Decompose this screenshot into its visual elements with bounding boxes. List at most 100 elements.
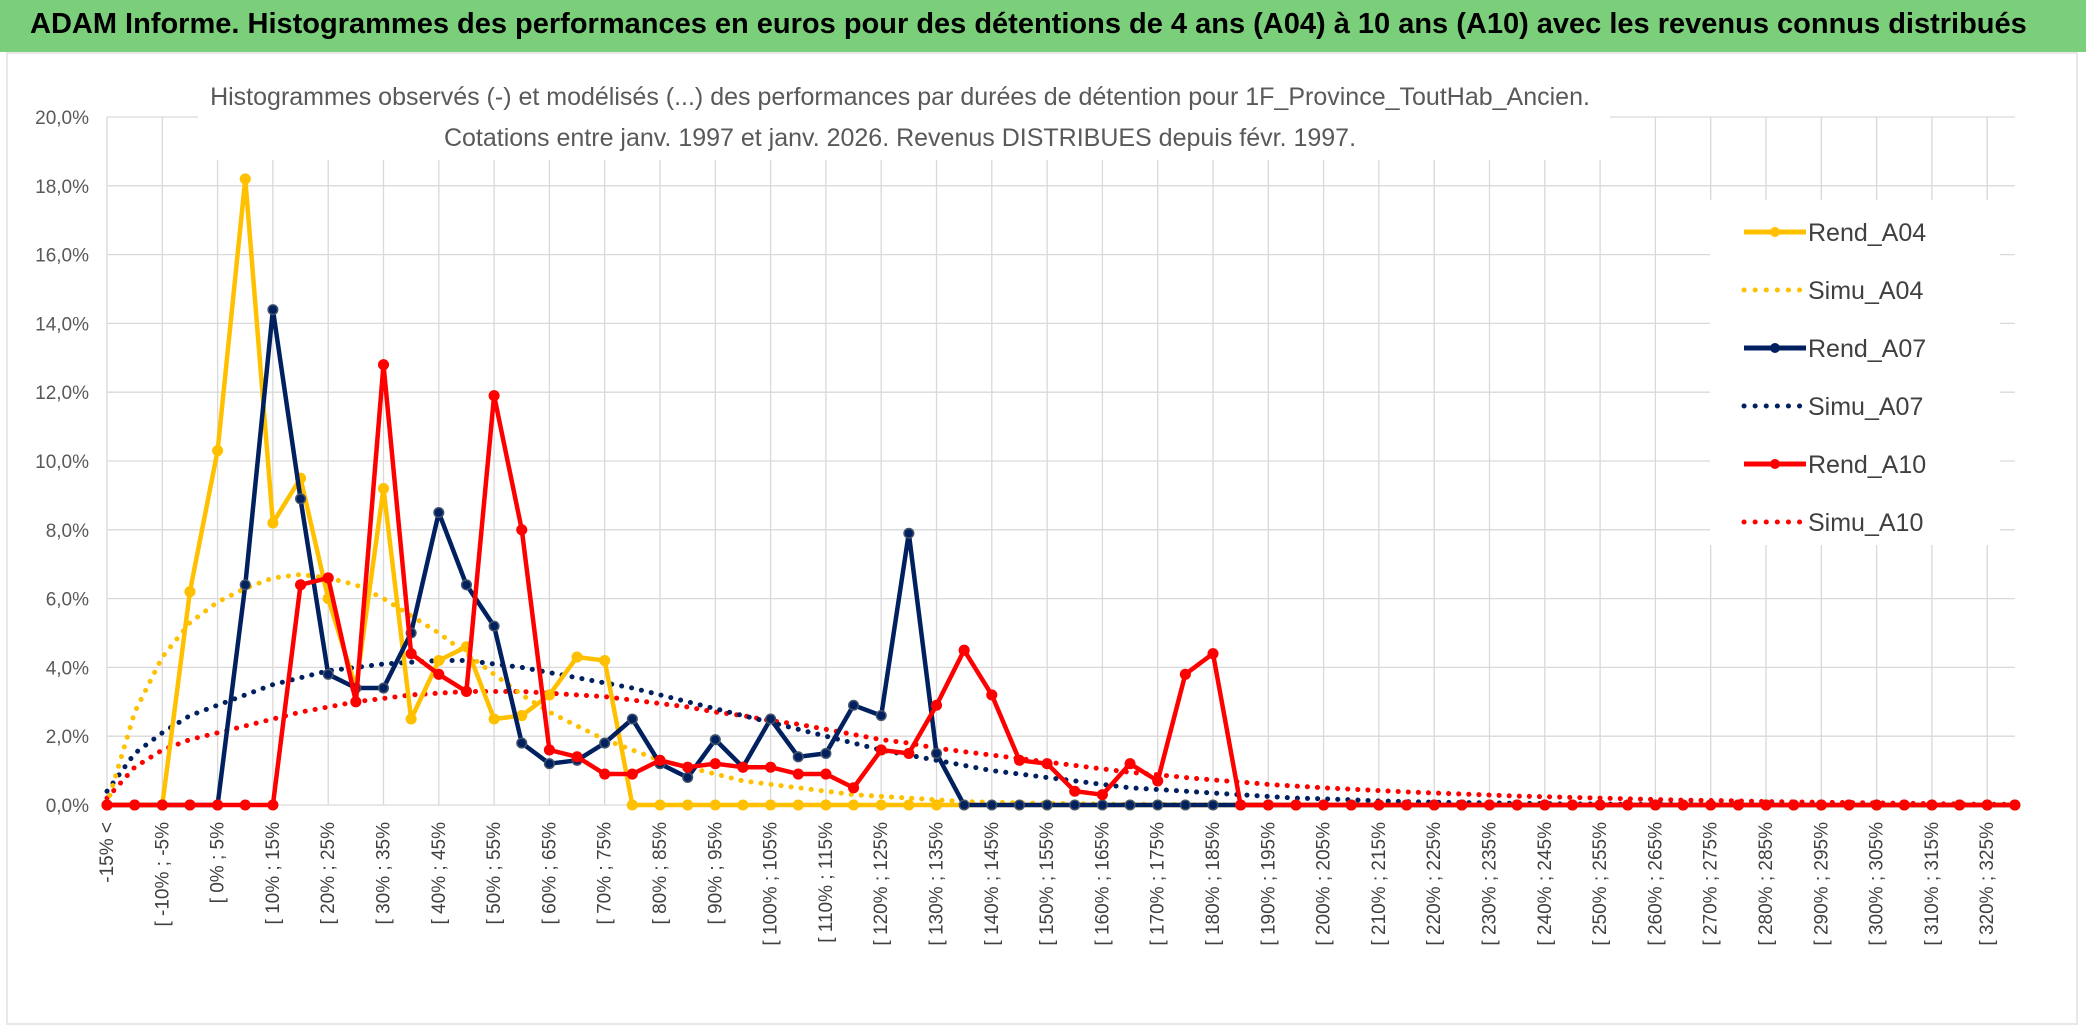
marker-rend-a04 bbox=[848, 799, 860, 811]
x-tick-label: [ 70% ; 75% bbox=[595, 822, 616, 925]
marker-rend-a04 bbox=[709, 799, 721, 811]
marker-rend-a07 bbox=[820, 747, 832, 759]
chart-frame bbox=[6, 52, 2078, 1025]
marker-rend-a10 bbox=[1262, 799, 1274, 811]
x-tick-label: [ 260% ; 265% bbox=[1645, 822, 1666, 946]
marker-rend-a10 bbox=[2009, 799, 2021, 811]
marker-rend-a10 bbox=[1926, 799, 1938, 811]
y-tick-label: 8,0% bbox=[46, 521, 89, 542]
legend-label: Rend_A07 bbox=[1808, 335, 1926, 363]
x-tick-label: [ 170% ; 175% bbox=[1148, 822, 1169, 946]
y-tick-label: 12,0% bbox=[35, 383, 89, 404]
marker-rend-a10 bbox=[1732, 799, 1744, 811]
marker-rend-a07 bbox=[709, 734, 721, 746]
x-tick-label: [ 160% ; 165% bbox=[1092, 822, 1113, 946]
x-tick-label: [ 300% ; 305% bbox=[1867, 822, 1888, 946]
legend-label: Rend_A10 bbox=[1808, 451, 1926, 479]
marker-rend-a10 bbox=[350, 696, 362, 708]
marker-rend-a07 bbox=[958, 799, 970, 811]
x-tick-label: [ 290% ; 295% bbox=[1811, 822, 1832, 946]
marker-rend-a10 bbox=[488, 390, 500, 402]
marker-rend-a10 bbox=[1345, 799, 1357, 811]
marker-rend-a10 bbox=[1843, 799, 1855, 811]
series-layer bbox=[101, 173, 2021, 811]
marker-rend-a10 bbox=[129, 799, 141, 811]
marker-rend-a10 bbox=[156, 799, 168, 811]
x-tick-label: [ 40% ; 45% bbox=[429, 822, 450, 925]
marker-rend-a07 bbox=[682, 771, 694, 784]
x-tick-label: [ 0% ; 5% bbox=[208, 822, 229, 903]
marker-rend-a10 bbox=[1290, 799, 1302, 811]
x-tick-label: [ 180% ; 185% bbox=[1203, 822, 1224, 946]
marker-rend-a10 bbox=[516, 524, 528, 536]
marker-rend-a10 bbox=[1566, 799, 1578, 811]
x-tick-label: [ 220% ; 225% bbox=[1424, 822, 1445, 946]
marker-rend-a10 bbox=[1705, 799, 1717, 811]
marker-rend-a10 bbox=[377, 359, 390, 371]
series-rend-a10 bbox=[101, 359, 2021, 811]
marker-rend-a07 bbox=[1124, 799, 1136, 811]
marker-rend-a10 bbox=[1041, 758, 1053, 770]
marker-rend-a07 bbox=[848, 699, 860, 711]
marker-rend-a10 bbox=[239, 799, 251, 811]
marker-rend-a10 bbox=[1207, 648, 1219, 660]
marker-rend-a07 bbox=[1013, 799, 1026, 811]
y-tick-label: 16,0% bbox=[35, 246, 89, 267]
marker-rend-a04 bbox=[737, 799, 749, 811]
marker-rend-a07 bbox=[599, 737, 611, 749]
marker-rend-a07 bbox=[930, 747, 943, 759]
marker-rend-a10 bbox=[1401, 799, 1413, 811]
series-simu-a07 bbox=[104, 658, 2018, 808]
marker-rend-a07 bbox=[239, 579, 251, 591]
marker-rend-a07 bbox=[765, 713, 777, 725]
marker-rend-a10 bbox=[1511, 799, 1523, 811]
marker-rend-a10 bbox=[1318, 799, 1330, 811]
legend-item-simu-a04: Simu_A04 bbox=[1741, 277, 1923, 305]
marker-rend-a04 bbox=[820, 799, 832, 811]
marker-rend-a10 bbox=[958, 644, 970, 656]
x-tick-label: [ 310% ; 315% bbox=[1922, 822, 1943, 946]
marker-rend-a07 bbox=[1152, 799, 1164, 811]
marker-rend-a07 bbox=[1096, 799, 1108, 811]
marker-rend-a04 bbox=[571, 651, 583, 663]
marker-rend-a10 bbox=[571, 751, 583, 763]
x-tick-label: [ 240% ; 245% bbox=[1535, 822, 1556, 946]
x-tick-label: [ 270% ; 275% bbox=[1701, 822, 1722, 946]
marker-rend-a07 bbox=[322, 668, 334, 680]
y-tick-label: 6,0% bbox=[46, 590, 89, 611]
legend-label: Rend_A04 bbox=[1808, 219, 1926, 247]
x-tick-label: [ 210% ; 215% bbox=[1369, 822, 1390, 946]
marker-rend-a04 bbox=[405, 713, 417, 725]
chart-legend: Rend_A04 Simu_A04 Rend_A07 Simu_A07 Rend_A10… bbox=[1741, 219, 1926, 537]
marker-rend-a07 bbox=[516, 737, 528, 749]
x-tick-label: [ 230% ; 235% bbox=[1480, 822, 1501, 946]
marker-rend-a10 bbox=[1096, 789, 1108, 801]
marker-rend-a10 bbox=[682, 761, 694, 773]
marker-rend-a07 bbox=[875, 710, 887, 722]
x-tick-label: [ 60% ; 65% bbox=[539, 822, 560, 925]
marker-rend-a10 bbox=[599, 768, 611, 780]
marker-rend-a04 bbox=[599, 654, 611, 667]
marker-rend-a04 bbox=[903, 799, 915, 811]
x-tick-label: -15% < bbox=[97, 822, 118, 883]
marker-rend-a10 bbox=[737, 761, 749, 773]
marker-rend-a10 bbox=[1373, 799, 1385, 811]
marker-rend-a10 bbox=[460, 685, 473, 698]
marker-rend-a10 bbox=[820, 768, 832, 780]
marker-rend-a10 bbox=[1152, 775, 1164, 787]
marker-rend-a10 bbox=[322, 572, 334, 584]
x-tick-label: [ 10% ; 15% bbox=[263, 822, 284, 925]
marker-rend-a10 bbox=[1069, 785, 1081, 797]
series-simu-a04 bbox=[104, 571, 2018, 808]
marker-rend-a07 bbox=[267, 304, 279, 316]
marker-rend-a10 bbox=[1428, 799, 1440, 811]
legend-marker bbox=[1770, 227, 1780, 237]
marker-rend-a04 bbox=[875, 799, 887, 811]
legend-marker bbox=[1770, 343, 1780, 353]
marker-rend-a04 bbox=[626, 799, 638, 811]
marker-rend-a10 bbox=[1760, 799, 1772, 811]
marker-rend-a04 bbox=[516, 710, 528, 722]
chart-title: Histogrammes observés (-) et modélisés (… bbox=[210, 83, 1590, 111]
marker-rend-a10 bbox=[1124, 758, 1136, 770]
marker-rend-a10 bbox=[101, 799, 113, 811]
